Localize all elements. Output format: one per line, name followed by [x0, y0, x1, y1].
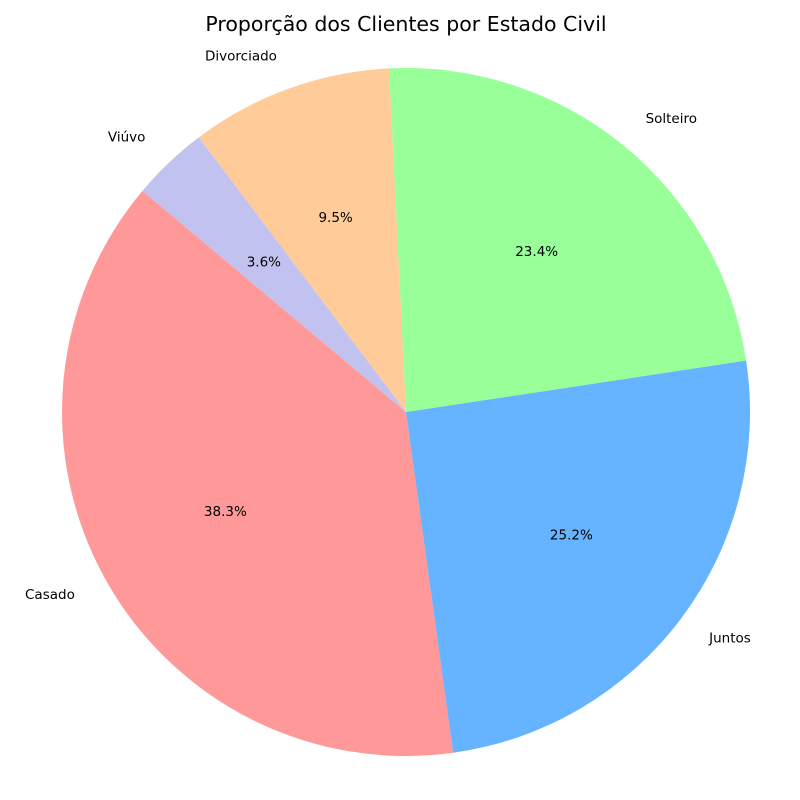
slice-percent-juntos: 25.2% — [550, 528, 593, 544]
slice-percent-divorciado: 9.5% — [318, 210, 352, 226]
slice-percent-casado: 38.3% — [204, 504, 247, 520]
pie-slice-solteiro — [388, 68, 747, 413]
slice-label-juntos: Juntos — [708, 630, 751, 646]
slice-percent-solteiro: 23.4% — [515, 244, 558, 260]
slice-percent-viúvo: 3.6% — [247, 254, 281, 270]
slice-label-casado: Casado — [25, 587, 75, 603]
chart-title: Proporção dos Clientes por Estado Civil — [205, 12, 606, 36]
pie-labels: Casado 38.3% Juntos 25.2% Solteiro 23.4% Divor… — [25, 48, 751, 646]
pie-slice-casado — [62, 190, 454, 756]
slice-label-solteiro: Solteiro — [646, 111, 697, 127]
slice-label-divorciado: Divorciado — [205, 48, 277, 64]
pie-slice-juntos — [406, 360, 751, 753]
pie-slice-divorciado — [198, 68, 406, 413]
pie-slice-viúvo — [142, 137, 406, 412]
slice-label-viúvo: Viúvo — [108, 130, 146, 146]
pie-slices — [62, 68, 751, 756]
